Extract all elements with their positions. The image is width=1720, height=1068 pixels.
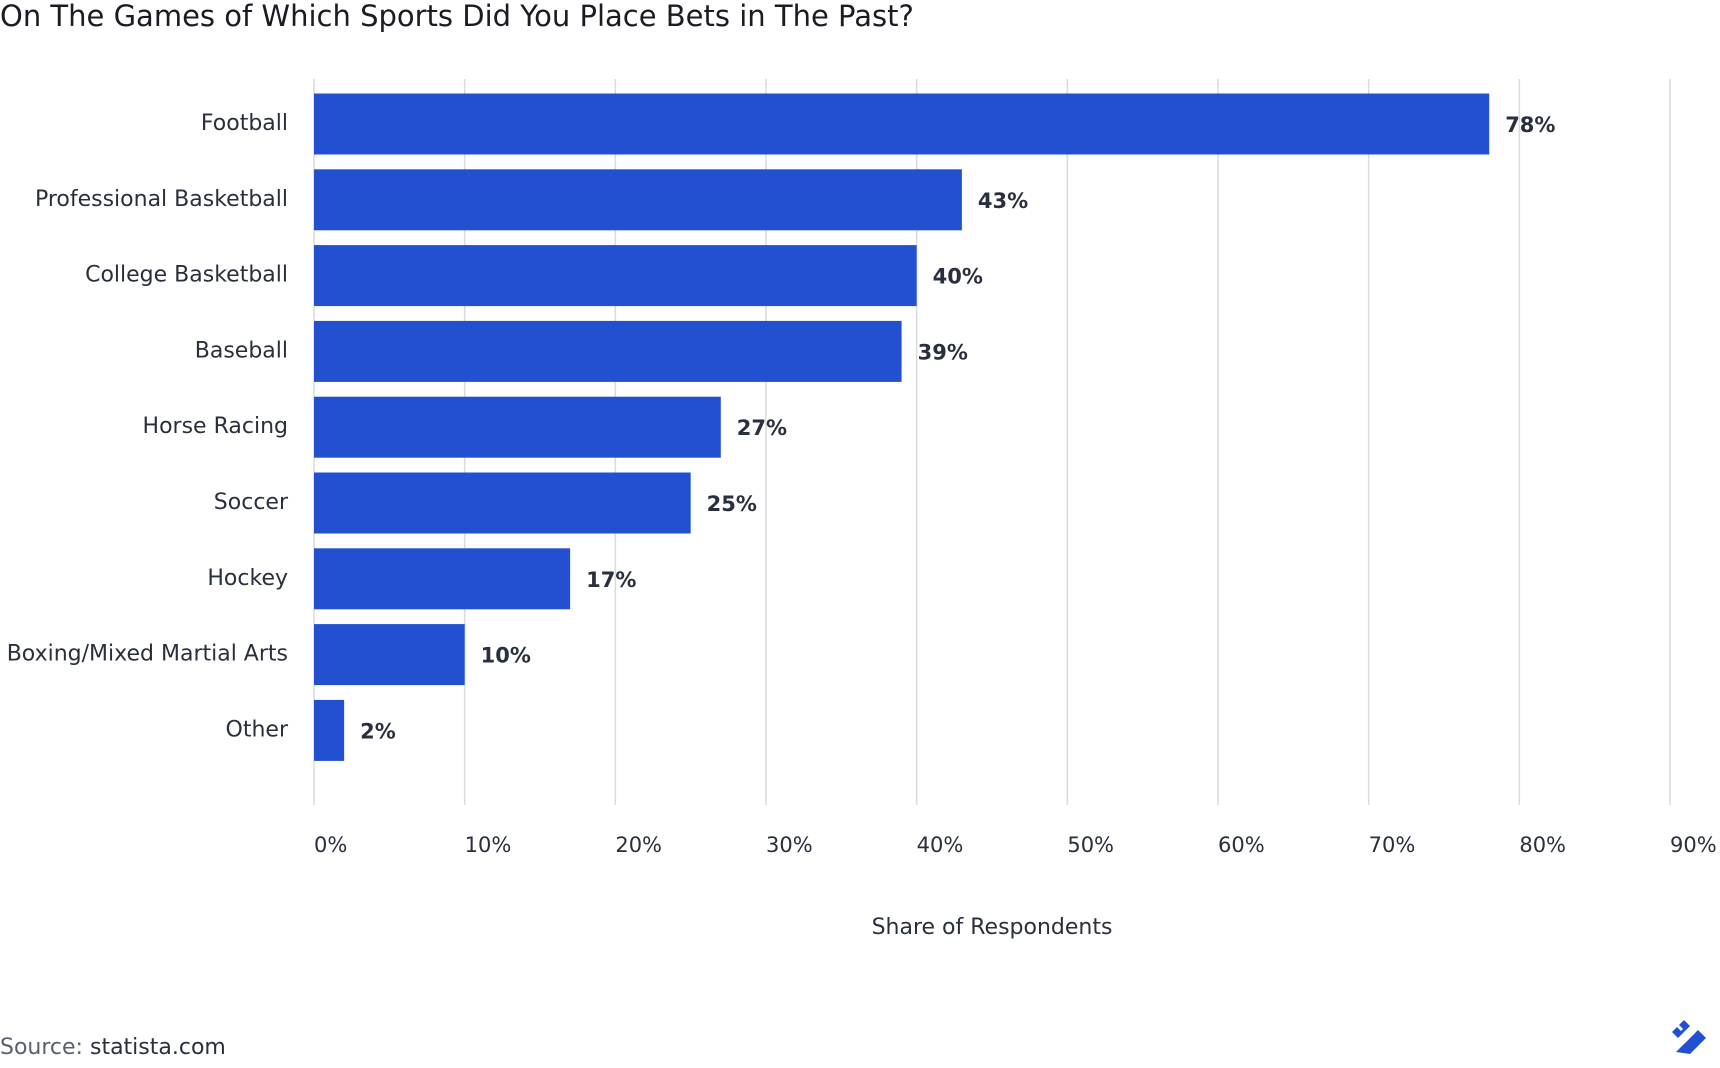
- x-tick-label: 60%: [1218, 833, 1265, 857]
- value-label: 25%: [707, 492, 757, 516]
- y-tick-label: Professional Basketball: [35, 187, 288, 212]
- source-value: statista.com: [90, 1035, 226, 1060]
- bar: [314, 548, 571, 610]
- bar: [314, 169, 962, 231]
- x-tick-label: 70%: [1369, 833, 1416, 857]
- value-label: 27%: [737, 416, 787, 440]
- bar: [314, 320, 902, 382]
- chart-title: On The Games of Which Sports Did You Pla…: [0, 0, 914, 33]
- value-label: 2%: [360, 719, 396, 743]
- bar: [314, 624, 465, 686]
- value-label: 40%: [933, 265, 983, 289]
- bar: [314, 245, 917, 307]
- value-label: 39%: [918, 340, 968, 364]
- logo: [1672, 1020, 1706, 1054]
- bar: [314, 699, 345, 761]
- y-tick-label: Football: [201, 111, 288, 136]
- value-label: 43%: [978, 189, 1028, 213]
- y-tick-label: Hockey: [207, 566, 288, 591]
- x-tick-label: 40%: [917, 833, 964, 857]
- value-label: 78%: [1505, 113, 1555, 137]
- x-axis-title: Share of Respondents: [872, 915, 1113, 940]
- bar: [314, 396, 721, 458]
- x-tick-label: 80%: [1519, 833, 1566, 857]
- x-tick-label: 0%: [314, 833, 347, 857]
- y-tick-label: Other: [226, 717, 289, 742]
- source-label: Source:: [0, 1035, 83, 1060]
- y-tick-label: Baseball: [195, 338, 288, 363]
- x-tick-label: 90%: [1670, 833, 1717, 857]
- y-tick-label: College Basketball: [85, 263, 288, 288]
- logo-cut: [1676, 1024, 1696, 1044]
- y-tick-label: Soccer: [214, 490, 289, 515]
- bar: [314, 93, 1490, 155]
- x-tick-label: 50%: [1067, 833, 1114, 857]
- x-tick-label: 30%: [766, 833, 813, 857]
- value-label: 17%: [586, 568, 636, 592]
- y-tick-label: Boxing/Mixed Martial Arts: [7, 642, 288, 667]
- source: Source: statista.com: [0, 1035, 226, 1060]
- x-tick-label: 10%: [465, 833, 512, 857]
- bar: [314, 472, 691, 534]
- plot: 0% 10% 20% 30% 40% 50% 60% 70% 80% 90% Football 78%…: [7, 79, 1717, 857]
- value-label: 10%: [481, 644, 531, 668]
- y-tick-label: Horse Racing: [143, 414, 288, 439]
- x-tick-label: 20%: [615, 833, 662, 857]
